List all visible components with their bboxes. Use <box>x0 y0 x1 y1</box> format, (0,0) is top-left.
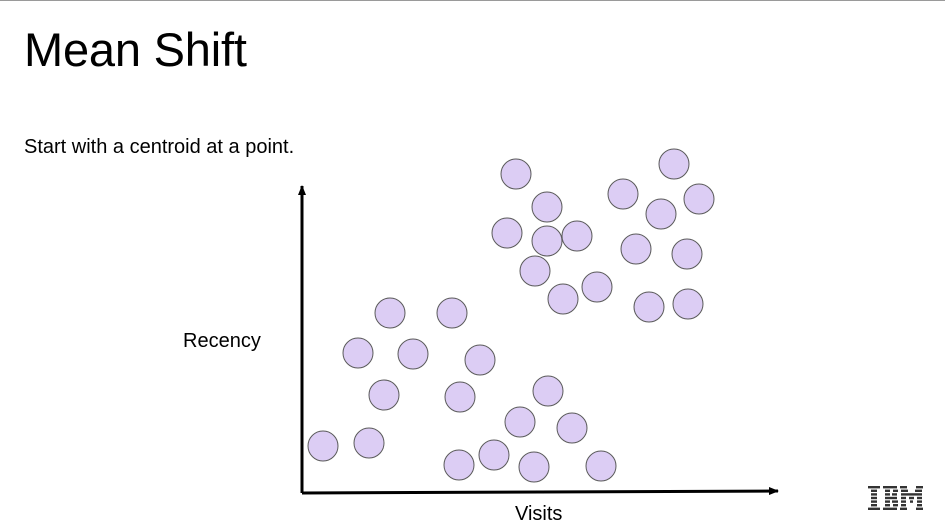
data-point <box>444 381 476 413</box>
data-point <box>671 238 703 270</box>
y-axis-label: Recency <box>183 330 261 352</box>
data-point <box>504 406 536 438</box>
data-point <box>491 217 523 249</box>
slide-title: Mean Shift <box>24 23 247 76</box>
data-point <box>353 427 385 459</box>
data-point <box>518 451 550 483</box>
data-point <box>478 439 510 471</box>
data-point <box>683 183 715 215</box>
data-point <box>531 225 563 257</box>
slide-subtitle: Start with a centroid at a point. <box>24 136 295 158</box>
data-point <box>368 379 400 411</box>
data-point <box>464 344 496 376</box>
data-point <box>397 338 429 370</box>
data-point <box>607 178 639 210</box>
data-point <box>556 412 588 444</box>
data-point <box>374 297 406 329</box>
data-point <box>500 158 532 190</box>
data-point <box>620 233 652 265</box>
x-axis <box>301 487 779 496</box>
data-point <box>436 297 468 329</box>
data-point <box>519 255 551 287</box>
data-point <box>342 337 374 369</box>
top-rule <box>0 0 945 1</box>
data-point <box>585 450 617 482</box>
x-axis-label: Visits <box>515 503 563 525</box>
data-point <box>547 283 579 315</box>
data-points <box>307 148 715 483</box>
data-point <box>307 430 339 462</box>
data-point <box>443 449 475 481</box>
data-point <box>645 198 677 230</box>
data-point <box>531 191 563 223</box>
data-point <box>532 375 564 407</box>
ibm-logo <box>868 486 923 510</box>
data-point <box>672 288 704 320</box>
data-point <box>561 220 593 252</box>
data-point <box>633 291 665 323</box>
data-point <box>658 148 690 180</box>
data-point <box>581 271 613 303</box>
